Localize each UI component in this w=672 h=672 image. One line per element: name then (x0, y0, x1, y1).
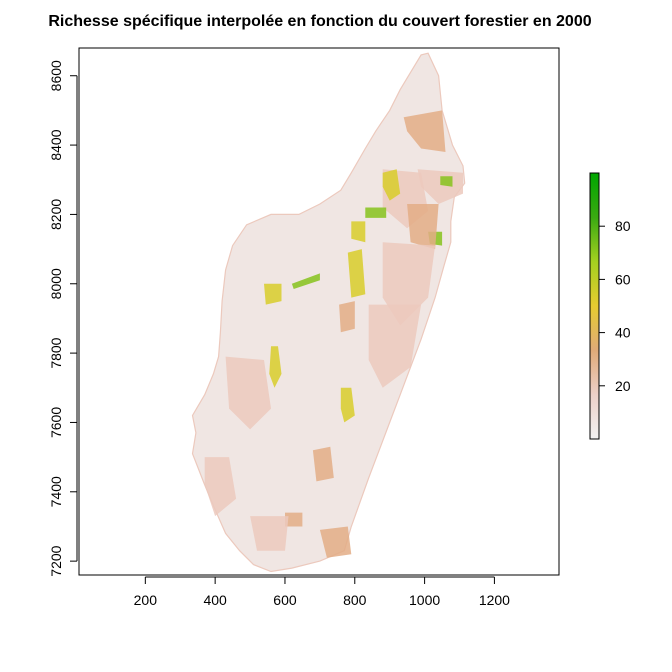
richness-patch-mid (407, 204, 439, 250)
y-tick-label: 8000 (48, 268, 64, 299)
y-tick-label: 7200 (48, 545, 64, 576)
legend-ticks: 20 40 60 80 (599, 218, 631, 394)
richness-patch-high (264, 283, 282, 305)
y-tick-label: 8600 (48, 60, 64, 91)
richness-patch-high (351, 221, 366, 243)
raster-map (191, 52, 466, 573)
x-tick-label: 600 (273, 592, 297, 608)
plot-frame (78, 47, 560, 576)
richness-patch-high (340, 387, 355, 423)
y-tick-label: 7600 (48, 407, 64, 438)
richness-patch-high (382, 169, 401, 201)
richness-patch-mid (403, 110, 446, 152)
chart-title: Richesse spécifique interpolée en foncti… (48, 13, 591, 30)
y-tick-label: 7400 (48, 476, 64, 507)
x-tick-label: 1000 (409, 592, 440, 608)
richness-patch-veryhigh (440, 176, 453, 187)
color-legend: 20 40 60 80 (589, 172, 631, 440)
legend-tick-label: 60 (615, 271, 631, 287)
richness-patch-lowmid (225, 356, 271, 430)
x-tick-label: 400 (203, 592, 227, 608)
x-axis: 200 400 600 800 1000 1200 (134, 576, 510, 608)
y-axis: 7200 7400 7600 7800 8000 8200 8400 8600 (48, 60, 78, 577)
richness-patch-mid (312, 446, 334, 482)
x-tick-label: 800 (343, 592, 367, 608)
richness-patch-mid (285, 512, 303, 527)
x-tick-label: 200 (134, 592, 158, 608)
y-tick-label: 7800 (48, 337, 64, 368)
richness-patch-high (269, 346, 282, 388)
plot-region (78, 47, 560, 576)
legend-tick-label: 20 (615, 378, 631, 394)
legend-colorbar (589, 172, 600, 440)
legend-tick-label: 40 (615, 325, 631, 341)
x-tick-label: 1200 (479, 592, 510, 608)
y-tick-label: 8400 (48, 129, 64, 160)
richness-patch-high (347, 249, 366, 298)
richness-patch-veryhigh (365, 207, 387, 218)
y-tick-label: 8200 (48, 199, 64, 230)
richness-patch-lowmid (368, 304, 422, 388)
legend-tick-label: 80 (615, 218, 631, 234)
richness-patch-mid (339, 301, 355, 333)
richness-patch-mid (319, 526, 352, 558)
richness-patch-lowmid (250, 516, 289, 551)
richness-patch-veryhigh (291, 273, 320, 289)
richness-patch-lowmid (204, 457, 237, 517)
